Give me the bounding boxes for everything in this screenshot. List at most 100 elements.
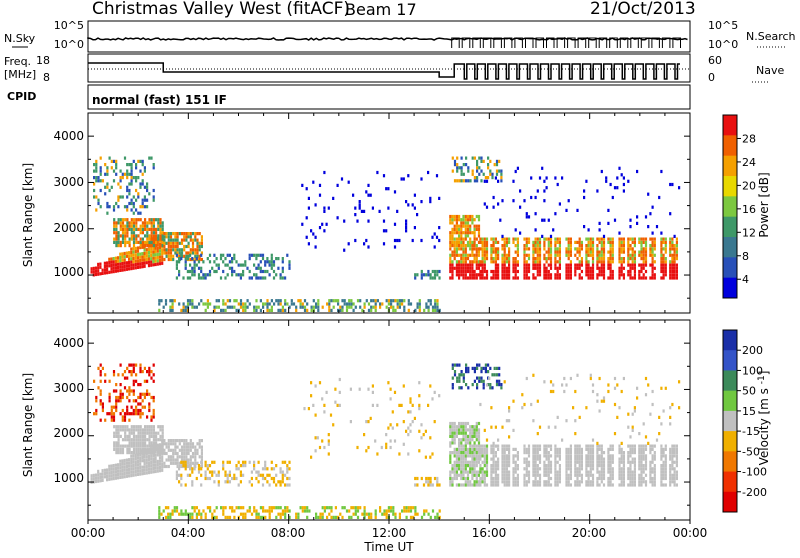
heatmap-cell — [587, 237, 590, 241]
heatmap-cell — [226, 263, 229, 267]
heatmap-cell — [600, 460, 603, 464]
heatmap-cell — [134, 253, 137, 257]
heatmap-cell — [204, 476, 207, 481]
heatmap-cell — [169, 461, 173, 465]
heatmap-cell — [414, 509, 417, 513]
heatmap-cell — [237, 483, 240, 487]
heatmap-cell — [505, 467, 508, 471]
heatmap-cell — [494, 237, 497, 241]
heatmap-cell — [438, 226, 441, 230]
heatmap-cell — [574, 451, 577, 455]
heatmap-cell — [609, 480, 612, 484]
heatmap-cell — [471, 231, 474, 235]
heatmap-cell — [194, 254, 197, 258]
heatmap-cell — [436, 269, 439, 274]
heatmap-cell — [589, 253, 592, 257]
heatmap-cell — [132, 457, 135, 461]
heatmap-cell — [139, 265, 142, 269]
heatmap-cell — [132, 227, 136, 231]
heatmap-cell — [405, 219, 408, 223]
heatmap-cell — [146, 447, 149, 451]
heatmap-cell — [184, 305, 187, 309]
heatmap-cell — [135, 221, 138, 225]
heatmap-cell — [112, 159, 116, 163]
heatmap-cell — [476, 163, 479, 167]
heatmap-cell — [658, 415, 661, 419]
heatmap-cell — [494, 451, 497, 455]
heatmap-cell — [110, 408, 113, 413]
heatmap-cell — [125, 471, 128, 475]
heatmap-cell — [187, 464, 190, 469]
heatmap-cell — [611, 253, 614, 257]
heatmap-cell — [194, 251, 197, 255]
heatmap-cell — [525, 457, 528, 461]
heatmap-cell — [128, 260, 131, 265]
colorbar-tick-label: -100 — [742, 466, 767, 479]
heatmap-cell — [189, 439, 192, 443]
heatmap-cell — [629, 276, 632, 280]
heatmap-cell — [277, 480, 280, 484]
heatmap-cell — [144, 234, 147, 238]
heatmap-cell — [483, 447, 486, 451]
heatmap-cell — [664, 260, 667, 264]
heatmap-cell — [622, 273, 625, 277]
heatmap-cell — [164, 506, 168, 510]
heatmap-cell — [165, 241, 168, 245]
colorbar-tick-label: 4 — [742, 273, 749, 286]
heatmap-cell — [580, 451, 583, 455]
heatmap-cell — [371, 403, 374, 407]
heatmap-cell — [660, 240, 663, 244]
heatmap-cell — [508, 406, 511, 410]
heatmap-cell — [148, 434, 151, 438]
heatmap-cell — [660, 231, 663, 235]
heatmap-cell — [600, 476, 603, 481]
heatmap-cell — [435, 174, 439, 178]
heatmap-cell — [401, 509, 404, 513]
heatmap-cell — [490, 244, 493, 248]
heatmap-cell — [382, 219, 386, 223]
heatmap-cell — [183, 458, 186, 462]
heatmap-cell — [514, 257, 517, 261]
heatmap-cell — [97, 198, 100, 202]
heatmap-cell — [598, 460, 601, 464]
heatmap-cell — [112, 473, 115, 477]
heatmap-cell — [130, 221, 133, 225]
heatmap-cell — [644, 444, 648, 448]
heatmap-cell — [141, 468, 144, 473]
heatmap-cell — [193, 467, 196, 471]
heatmap-cell — [242, 473, 245, 477]
heatmap-cell — [248, 253, 251, 257]
heatmap-cell — [233, 476, 236, 481]
heatmap-cell — [476, 176, 479, 180]
heatmap-cell — [660, 269, 663, 274]
heatmap-cell — [512, 483, 515, 487]
heatmap-cell — [154, 249, 157, 254]
heatmap-cell — [479, 269, 482, 274]
heatmap-cell — [176, 235, 179, 239]
heatmap-cell — [99, 169, 102, 173]
heatmap-cell — [128, 363, 131, 367]
heatmap-cell — [489, 169, 492, 173]
heatmap-cell — [485, 244, 489, 248]
heatmap-cell — [228, 260, 231, 264]
heatmap-cell — [189, 302, 192, 306]
heatmap-cell — [466, 276, 470, 280]
heatmap-cell — [477, 483, 481, 487]
heatmap-cell — [669, 447, 672, 451]
heatmap-cell — [466, 434, 470, 438]
heatmap-cell — [117, 269, 120, 273]
heatmap-cell — [475, 460, 478, 464]
heatmap-cell — [392, 509, 395, 513]
heatmap-cell — [197, 273, 201, 277]
heatmap-cell — [458, 269, 461, 274]
heatmap-cell — [514, 467, 517, 471]
heatmap-cell — [664, 454, 667, 458]
heatmap-cell — [132, 366, 135, 370]
heatmap-cell — [512, 476, 515, 481]
heatmap-cell — [148, 447, 151, 451]
heatmap-cell — [363, 509, 366, 513]
heatmap-cell — [451, 156, 454, 160]
heatmap-cell — [466, 263, 470, 267]
heatmap-cell — [110, 467, 113, 471]
heatmap-cell — [451, 260, 454, 264]
